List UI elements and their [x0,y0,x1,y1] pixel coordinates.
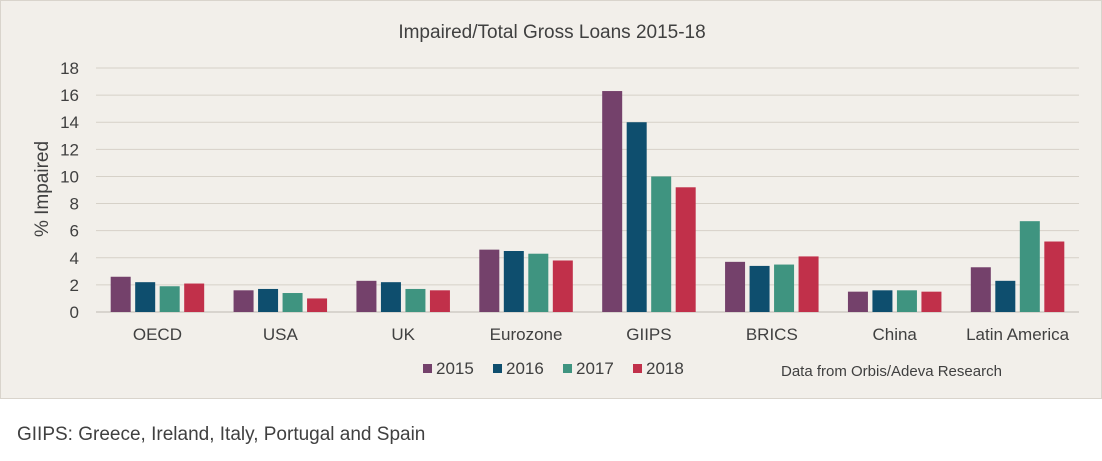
y-tick-label: 0 [70,303,79,322]
x-tick-label: China [872,325,917,344]
bar-2015-latin-america [970,267,991,312]
bar-2017-usa [282,293,303,312]
bar-chart: Impaired/Total Gross Loans 2015-18 % Imp… [32,22,1079,380]
bar-2016-uk [380,282,401,312]
bar-2018-giips [675,187,696,312]
bar-2017-oecd [159,286,180,312]
chart-panel: Impaired/Total Gross Loans 2015-18 % Imp… [0,0,1102,399]
bars [110,91,1065,313]
footnote: GIIPS: Greece, Ireland, Italy, Portugal … [17,424,426,445]
x-tick-label: Eurozone [490,325,563,344]
y-tick-label: 10 [60,167,79,186]
bar-2016-latin-america [995,280,1016,312]
y-tick-label: 6 [70,222,79,241]
bar-2017-latin-america [1019,221,1040,312]
bar-2016-china [872,290,893,312]
bar-2018-latin-america [1044,241,1065,312]
y-tick-label: 8 [70,195,79,214]
source-note: Data from Orbis/Adeva Research [781,363,1002,380]
bar-2015-usa [233,290,254,312]
y-tick-label: 14 [60,113,79,132]
bar-2015-brics [725,261,746,312]
x-tick-label: GIIPS [626,325,671,344]
bar-2017-eurozone [528,253,549,312]
x-tick-label: OECD [133,325,182,344]
bar-2017-uk [405,288,426,312]
bar-2016-giips [626,122,647,312]
legend-label-2015: 2015 [436,359,474,378]
bar-2018-eurozone [552,260,573,312]
chart-title: Impaired/Total Gross Loans 2015-18 [398,22,705,43]
y-axis-label: % Impaired [32,141,53,237]
y-tick-label: 12 [60,140,79,159]
x-tick-label: USA [263,325,299,344]
legend-swatch-2015 [423,364,432,373]
bar-2017-china [896,290,917,312]
legend-label-2018: 2018 [646,359,684,378]
gridlines [96,67,1079,313]
bar-2015-uk [356,280,377,312]
bar-2018-brics [798,256,819,312]
bar-2015-oecd [110,276,131,312]
bar-2015-china [847,291,868,312]
legend-label-2016: 2016 [506,359,544,378]
bar-2018-china [921,291,942,312]
x-tick-label: Latin America [966,325,1070,344]
bar-2016-eurozone [503,251,524,312]
legend-swatch-2017 [563,364,572,373]
bar-2016-usa [258,288,279,312]
y-tick-label: 2 [70,276,79,295]
bar-2016-oecd [135,282,156,312]
y-axis-ticks: 0 2 4 6 8 10 12 14 16 18 [60,59,79,322]
x-tick-label: BRICS [746,325,798,344]
y-tick-label: 18 [60,59,79,78]
bar-2015-eurozone [479,249,500,312]
bar-2018-usa [307,298,328,312]
bar-2015-giips [602,91,623,313]
bar-2017-giips [651,176,672,312]
bar-2017-brics [774,264,795,312]
legend: 2015 2016 2017 2018 [423,359,684,378]
bar-2018-oecd [184,283,205,312]
legend-swatch-2016 [493,364,502,373]
legend-swatch-2018 [633,364,642,373]
x-tick-label: UK [391,325,415,344]
bar-2016-brics [749,265,770,312]
legend-label-2017: 2017 [576,359,614,378]
y-tick-label: 4 [70,249,79,268]
y-tick-label: 16 [60,86,79,105]
x-axis-ticks: OECD USA UK Eurozone GIIPS BRICS China Latin Am… [133,325,1070,344]
bar-2018-uk [429,290,450,312]
